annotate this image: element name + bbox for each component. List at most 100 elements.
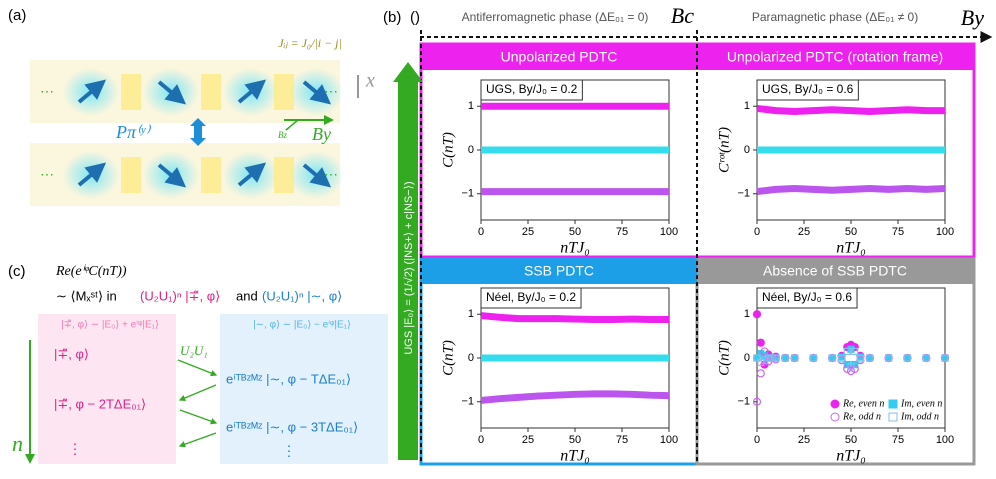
point (847, 345, 855, 353)
x-tick-label: 75 (892, 434, 904, 446)
x-tick-label: 25 (522, 434, 534, 446)
spin (237, 79, 267, 104)
x-tick-label: 0 (754, 226, 760, 238)
x-axis-label: x (365, 70, 375, 92)
state-label: UGS, By/J₀ = 0.6 (762, 82, 854, 96)
dots: ··· (40, 83, 54, 99)
point (752, 397, 762, 406)
point (764, 354, 772, 362)
y-tick-label: 1 (468, 100, 474, 112)
y-tick-label: 0 (744, 352, 750, 364)
x-axis-label: nTJ₀ (560, 448, 590, 465)
point (843, 347, 851, 356)
y-axis-label: C(nT) (440, 340, 456, 376)
point (828, 354, 836, 362)
x-tick-label: 50 (845, 226, 857, 238)
legend-swatch (888, 399, 898, 409)
legend-label: Im, even n (900, 398, 942, 409)
pink-box (38, 314, 176, 464)
title-bar (697, 44, 974, 70)
state-label: Néel, By/J₀ = 0.2 (486, 290, 576, 304)
state-tilde: (U₂U₁)ⁿ |∼, φ⟩ (262, 288, 342, 303)
y-tick-label: 0 (468, 144, 474, 156)
left-state: |∓̃, φ⟩ (54, 346, 89, 361)
state-box (756, 79, 859, 101)
bond (201, 157, 221, 193)
y-tick-label: 1 (744, 308, 750, 320)
y-tick-label: 1 (744, 100, 750, 112)
y-tick-label: −1 (461, 188, 474, 200)
point (941, 354, 949, 362)
point (847, 363, 855, 371)
critical-field: Bc (671, 3, 694, 28)
bar-title: Absence of SSB PDTC (763, 263, 907, 279)
legend-swatch (830, 399, 840, 409)
state-label: UGS, By/J₀ = 0.2 (486, 82, 578, 96)
point (856, 355, 865, 363)
expr: Re(eⁱᵠC(nT)) (55, 264, 127, 279)
operator: U₂U₁ (180, 343, 208, 358)
bz-label: Bz (278, 130, 287, 140)
dots: ··· (40, 166, 54, 182)
x-tick-label: 100 (660, 226, 678, 238)
n-label: n (12, 431, 23, 456)
x-tick-label: 0 (478, 434, 484, 446)
by-label: By (312, 124, 331, 144)
point (790, 354, 799, 362)
state-minus: (U₂U₁)ⁿ |∓̃, φ⟩ (140, 288, 220, 303)
bond (201, 74, 221, 110)
x-tick-label: 0 (754, 434, 760, 446)
x-tick-label: 75 (616, 226, 628, 238)
right-state: eⁱᵀᴮᶻᴹᶻ |∼, φ − TΔE₀₁⟩ (226, 371, 351, 386)
phase-right: Paramagnetic phase (ΔE₀₁ ≠ 0) (752, 10, 918, 24)
spin (77, 79, 107, 104)
and: and (236, 288, 258, 303)
point (851, 347, 859, 356)
point (922, 354, 930, 362)
dots: ··· (324, 83, 338, 99)
spin (77, 162, 107, 187)
y-axis-label: Cʳᵒᵗ(nT) (716, 127, 732, 173)
spins (63, 68, 344, 199)
spin (302, 163, 332, 188)
field-label: By (961, 5, 984, 30)
bar-title: SSB PDTC (524, 263, 594, 279)
spin (157, 163, 187, 188)
point (760, 356, 769, 364)
y-tick-label: 0 (744, 144, 750, 156)
ugs-label: UGS |E₀⟩ = (1/√2) (|NS+⟩ + c|NS−⟩) (403, 181, 415, 354)
point (903, 354, 912, 362)
bz-arrow (285, 119, 299, 131)
def-tilde: |∼, φ⟩ ∼ |E₀⟩ − eⁱᵠ|E₁⟩ (253, 320, 351, 331)
bar-title: Unpolarized PDTC (rotation frame) (727, 49, 943, 65)
x-axis-label: nTJ₀ (560, 240, 590, 257)
blue-box (220, 314, 388, 464)
point (866, 354, 874, 362)
bond (121, 157, 141, 193)
state-box (756, 287, 858, 309)
point (884, 354, 893, 362)
bar-title: Unpolarized PDTC (501, 49, 618, 65)
y-tick-label: −1 (737, 396, 750, 408)
panel-label: (c) (8, 263, 26, 280)
bond (274, 74, 294, 110)
x-tick-label: 50 (845, 434, 857, 446)
bond (274, 157, 294, 193)
legend-swatch (888, 412, 898, 422)
x-tick-label: 50 (569, 434, 581, 446)
point (843, 360, 851, 369)
def-minus: |∓̃, φ⟩ ∼ |E₀⟩ + eⁱᵠ|E₁⟩ (61, 320, 159, 331)
point (756, 338, 765, 347)
point (753, 354, 761, 362)
title-bar (697, 259, 974, 284)
point (781, 354, 789, 362)
spin (302, 80, 332, 105)
y-tick-label: −1 (737, 188, 750, 200)
y-tick-label: 0 (468, 352, 474, 364)
point (772, 354, 780, 362)
y-tick-label: 1 (468, 308, 474, 320)
y-tick-label: −1 (461, 396, 474, 408)
x-tick-label: 100 (936, 226, 954, 238)
spin (157, 80, 187, 105)
series-line (756, 104, 945, 115)
